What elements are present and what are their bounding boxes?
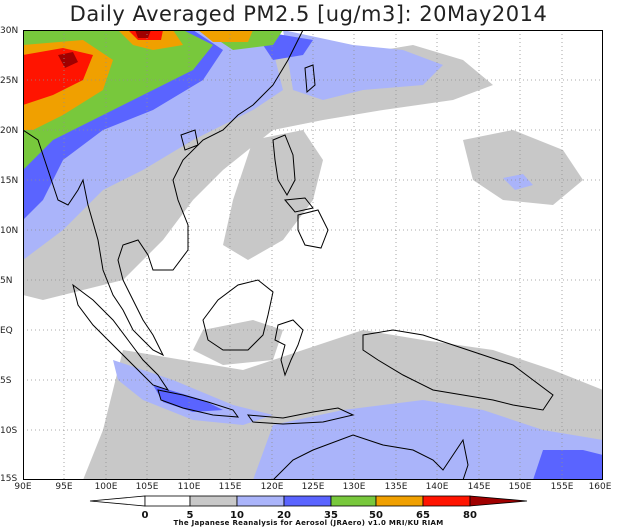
lon-label-95e: 95E (55, 482, 73, 492)
colorbar-bin-10-20 (236, 495, 285, 507)
coast-mainland-asia (23, 30, 304, 357)
lat-label-5n: 5N (0, 276, 13, 286)
lon-label-135e: 135E (384, 482, 408, 492)
colorbar-tick-0: 0 (141, 510, 149, 521)
field-65-east (198, 30, 253, 42)
graticule (23, 30, 603, 480)
field-20-south-east (253, 400, 603, 480)
coast-sulawesi (274, 319, 304, 377)
coast-new-guinea (362, 329, 554, 411)
coast-philippines-luzon (272, 134, 296, 197)
colorbar-tick-80: 80 (463, 510, 477, 521)
colorbar-arrow-right (469, 495, 528, 507)
coast-taiwan (304, 64, 316, 94)
coast-australia-north (272, 434, 469, 480)
colorbar-tick-65: 65 (416, 510, 430, 521)
lon-label-125e: 125E (301, 482, 325, 492)
colorbar-arrow-left (89, 495, 146, 507)
colorbar-tick-20: 20 (277, 510, 291, 521)
map-title: Daily Averaged PM2.5 [ug/m3]: 20May2014 (69, 2, 548, 26)
colorbar-bin-5-10 (189, 495, 238, 507)
colorbar-bin-0-5 (144, 495, 191, 507)
colorbar-tick-5: 5 (186, 510, 194, 521)
lon-label-130e: 130E (342, 482, 366, 492)
lat-label-5s: 5S (0, 376, 12, 386)
lon-label-105e: 105E (135, 482, 159, 492)
field-20-east-dot (503, 174, 533, 190)
coastlines (23, 30, 554, 480)
colorbar-bin-35-50 (330, 495, 377, 507)
field-max-mid (135, 30, 151, 38)
lat-label-10n: 10N (0, 226, 19, 236)
lat-label-15s: 15S (0, 474, 18, 484)
colorbar-bin-50-65 (375, 495, 424, 507)
coast-lesser-sunda (246, 407, 355, 425)
lon-label-145e: 145E (467, 482, 491, 492)
coast-borneo (202, 279, 274, 351)
lon-label-155e: 155E (550, 482, 574, 492)
coast-hainan (180, 129, 199, 151)
field-max-north (58, 52, 78, 68)
lon-label-120e: 120E (260, 482, 284, 492)
field-10-sea-north (223, 130, 323, 260)
lon-label-110e: 110E (177, 482, 201, 492)
colorbar-bin-20-35 (283, 495, 332, 507)
colorbar-tick-50: 50 (369, 510, 383, 521)
field-20-java (113, 360, 273, 425)
lon-label-140e: 140E (425, 482, 449, 492)
field-10-borneo (193, 320, 283, 365)
coast-philippines-visayas (284, 197, 314, 213)
field-20-east-north (283, 30, 443, 100)
lat-label-25n: 25N (0, 76, 19, 86)
credit-line: The Japanese Reanalysis for Aerosol (JRA… (173, 519, 444, 527)
field-10-east-blob (463, 130, 583, 205)
colorbar-tick-10: 10 (230, 510, 244, 521)
lat-label-eq: EQ (0, 326, 13, 336)
coast-sumatra (72, 283, 170, 391)
field-35-java (153, 385, 223, 412)
pm25-map (23, 30, 603, 480)
colorbar-tick-35: 35 (324, 510, 338, 521)
colorbar-bin-65-80 (422, 495, 471, 507)
lon-label-150e: 150E (508, 482, 532, 492)
lon-label-90e: 90E (14, 482, 32, 492)
lon-label-160e: 160E (588, 482, 612, 492)
field-35-se-corner (533, 450, 603, 480)
coast-philippines-mindanao (297, 209, 329, 249)
lat-label-30n: 30N (0, 26, 19, 36)
coast-java (157, 389, 240, 418)
lon-label-115e: 115E (218, 482, 242, 492)
lon-label-100e: 100E (94, 482, 118, 492)
lat-label-10s: 10S (0, 426, 18, 436)
lat-label-15n: 15N (0, 176, 19, 186)
map-panel (23, 30, 603, 480)
lat-label-20n: 20N (0, 126, 19, 136)
